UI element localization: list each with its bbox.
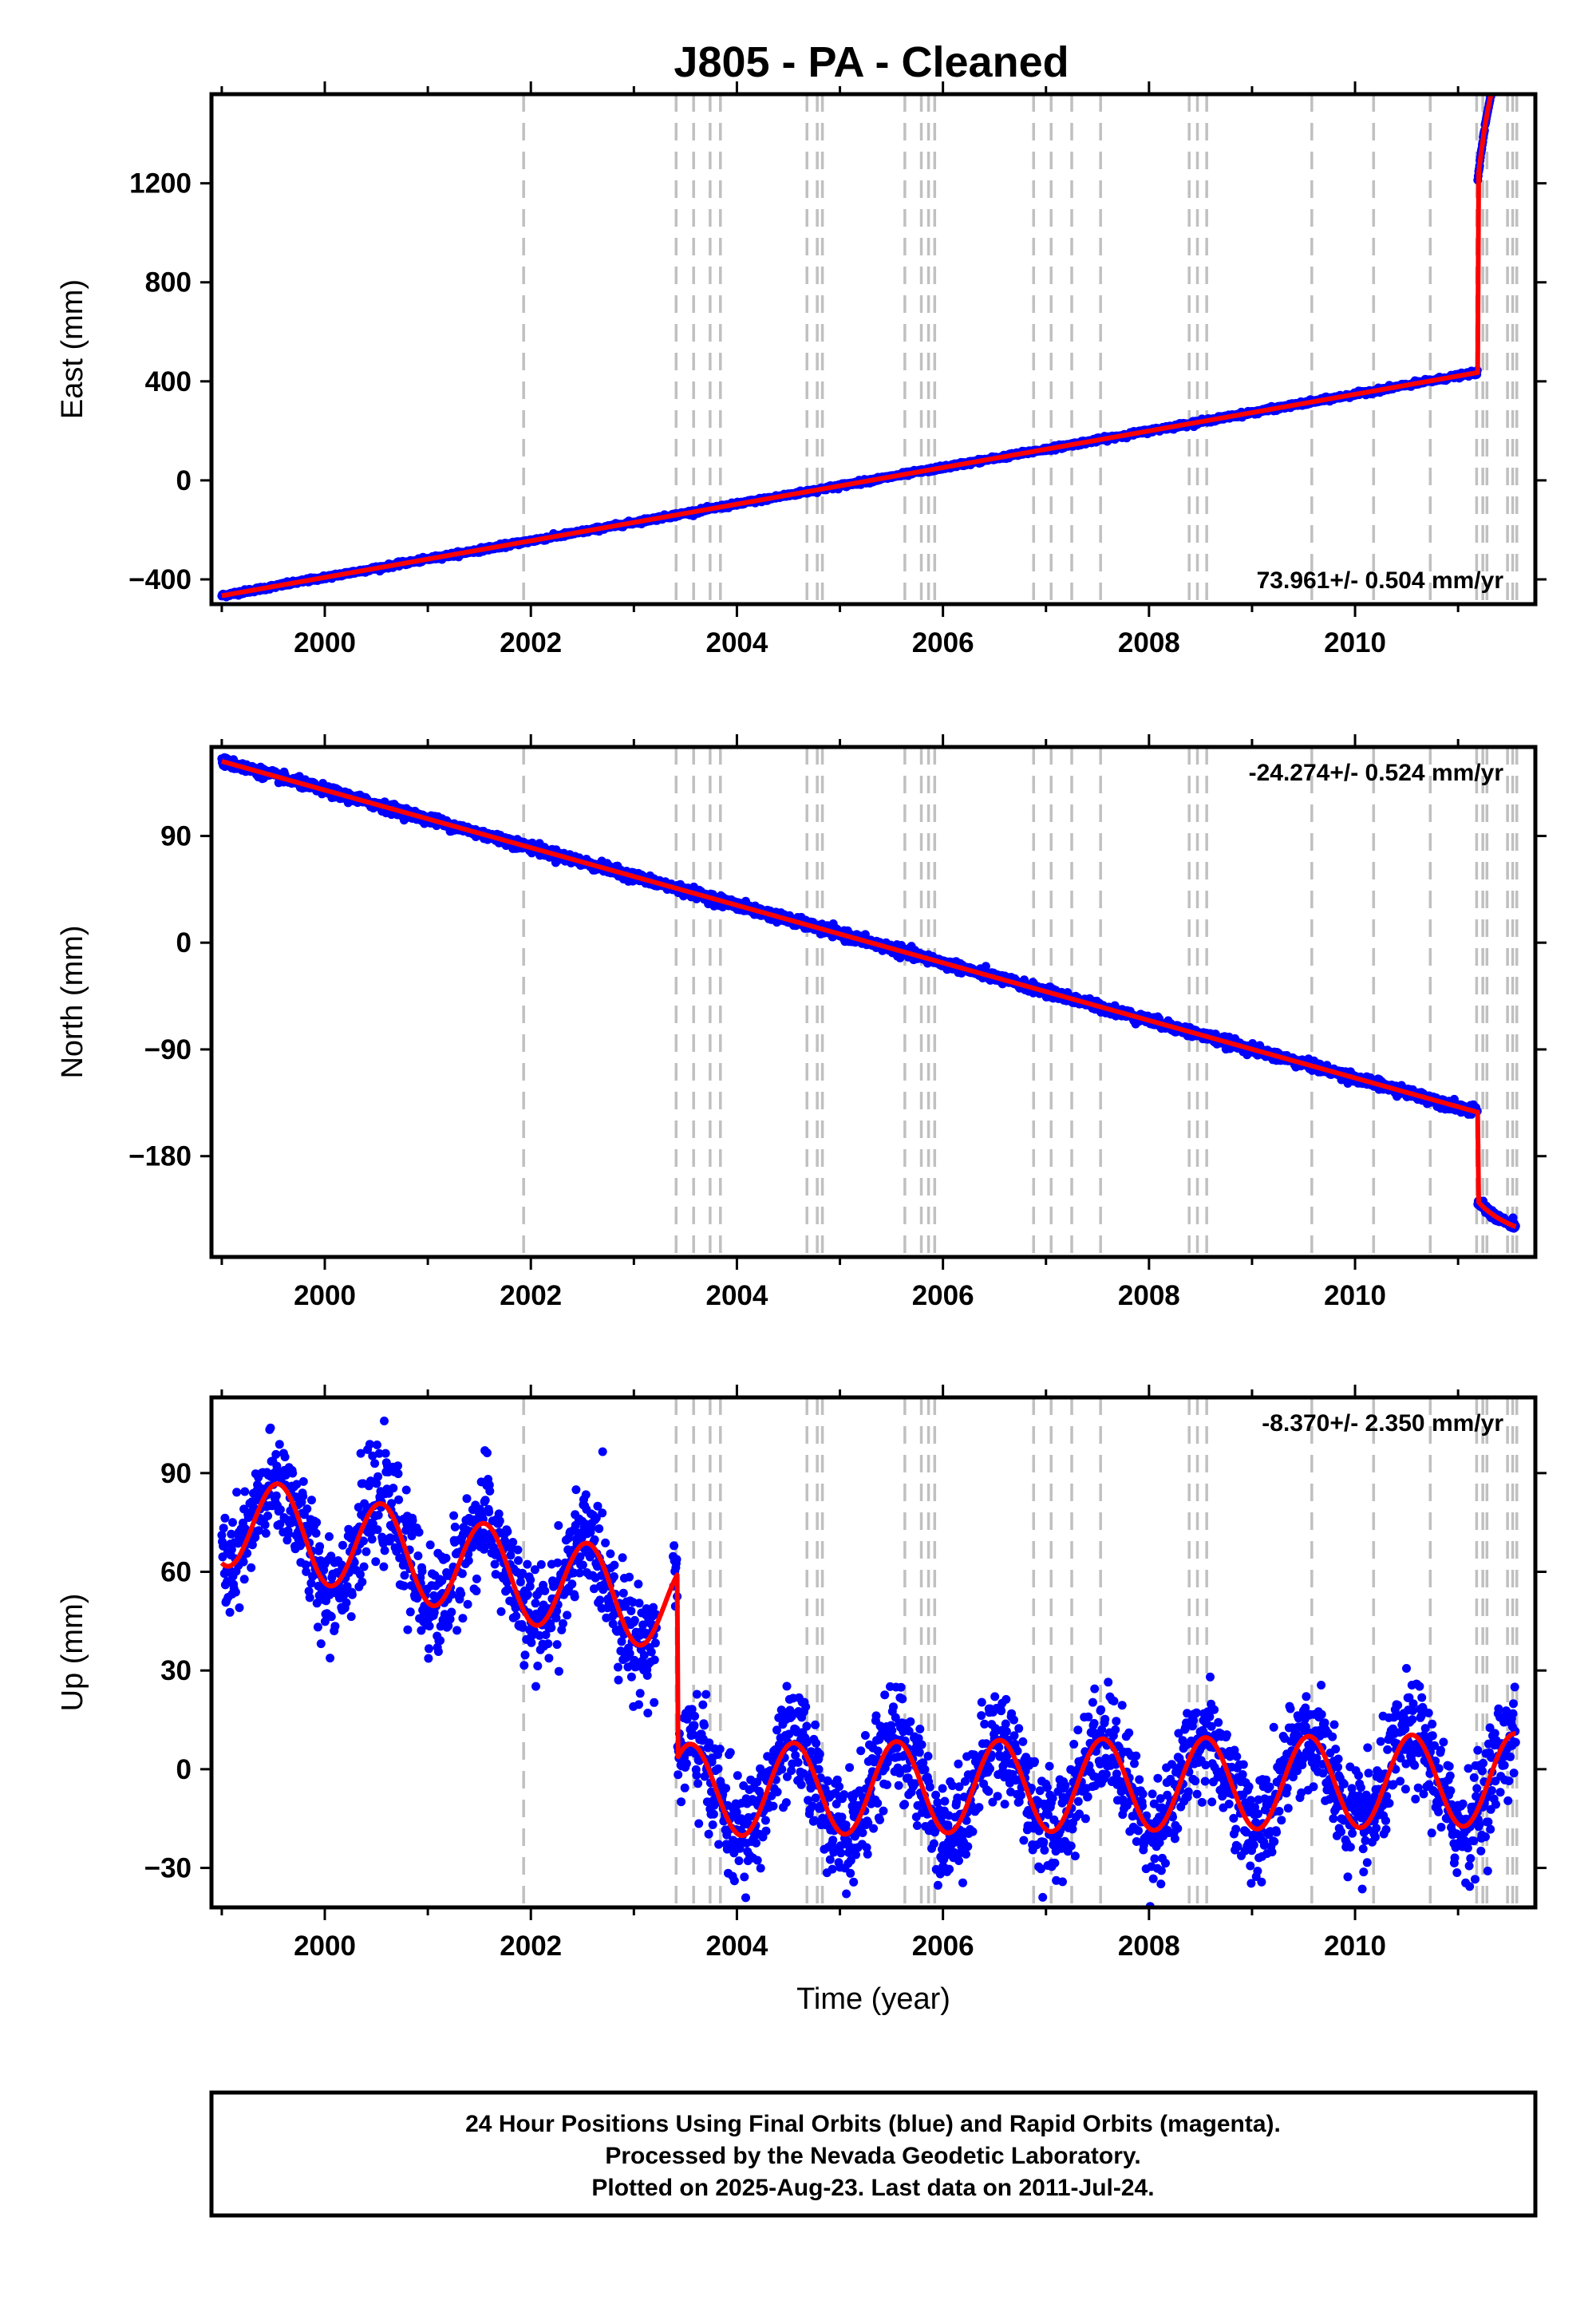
y-tick-label: 1200 [129,168,192,200]
data-point [1496,58,1505,67]
data-point [1507,32,1515,41]
x-tick-label: 2000 [294,627,356,658]
data-point [1506,36,1515,45]
data-point [1501,44,1510,53]
data-point [1493,65,1502,74]
data-point [1497,53,1506,62]
data-point [1491,73,1499,81]
x-tick-label: 2004 [705,627,768,658]
data-point [1499,48,1507,57]
data-point [1502,41,1511,49]
data-point [1501,45,1510,53]
data-point [1496,56,1505,65]
data-point [1500,45,1509,54]
data-point [1495,61,1503,70]
y-tick-label: 400 [145,366,192,397]
x-tick-label: 2002 [500,627,562,658]
chart-title: J805 - PA - Cleaned [674,38,1069,86]
data-point [1506,36,1515,45]
data-point [1498,53,1507,62]
data-point [1504,38,1513,46]
east-points [217,26,1520,602]
x-tick-label: 2010 [1324,627,1386,658]
data-point [1509,30,1518,38]
data-point [1505,37,1514,45]
data-point [1499,48,1508,57]
data-point [1489,81,1498,90]
data-point [1495,57,1504,65]
east-panel: −400 0 400 800 1200 2000 2002 2004 2006 2008 2010 E… [56,26,1547,658]
data-point [1509,31,1518,40]
east-model-line [220,94,1494,599]
data-point [1499,48,1508,57]
y-tick-label: 0 [176,465,192,496]
x-tick-label: 2008 [1118,627,1180,658]
data-point [1507,33,1515,41]
data-point [1511,27,1519,36]
data-point [1494,62,1503,71]
east-ylabel: East (mm) [56,279,89,419]
data-point [1503,41,1511,49]
data-point [1498,53,1507,61]
data-point [1493,67,1502,76]
east-plot-frame [209,92,1538,607]
y-tick-label: 800 [145,267,192,298]
data-point [1490,79,1499,88]
data-point [1492,67,1501,76]
x-tick-label: 2006 [912,627,974,658]
data-point [1503,40,1512,49]
data-point [1500,45,1509,53]
data-point [1510,30,1519,38]
east-rate-label: 73.961+/- 0.504 mm/yr [1257,567,1504,594]
data-point [1503,41,1511,50]
data-point [1511,26,1520,34]
data-point [1508,30,1517,39]
data-point [1491,69,1500,78]
north-points [217,753,1520,1233]
y-tick-label: −400 [128,564,192,595]
data-point [1503,40,1512,49]
data-point [1495,61,1504,69]
data-point [1510,27,1519,36]
data-point [1488,83,1497,92]
data-point [1494,62,1503,71]
data-point [1491,72,1499,81]
data-point [1511,26,1519,35]
data-point [1492,69,1501,77]
data-point [1490,76,1499,85]
north-break-lines [522,747,1519,1257]
data-point [1489,79,1498,88]
data-point [1507,31,1516,40]
data-point [1497,55,1506,64]
data-point [1504,36,1513,45]
data-point [1507,31,1516,40]
east-break-lines [522,94,1519,604]
